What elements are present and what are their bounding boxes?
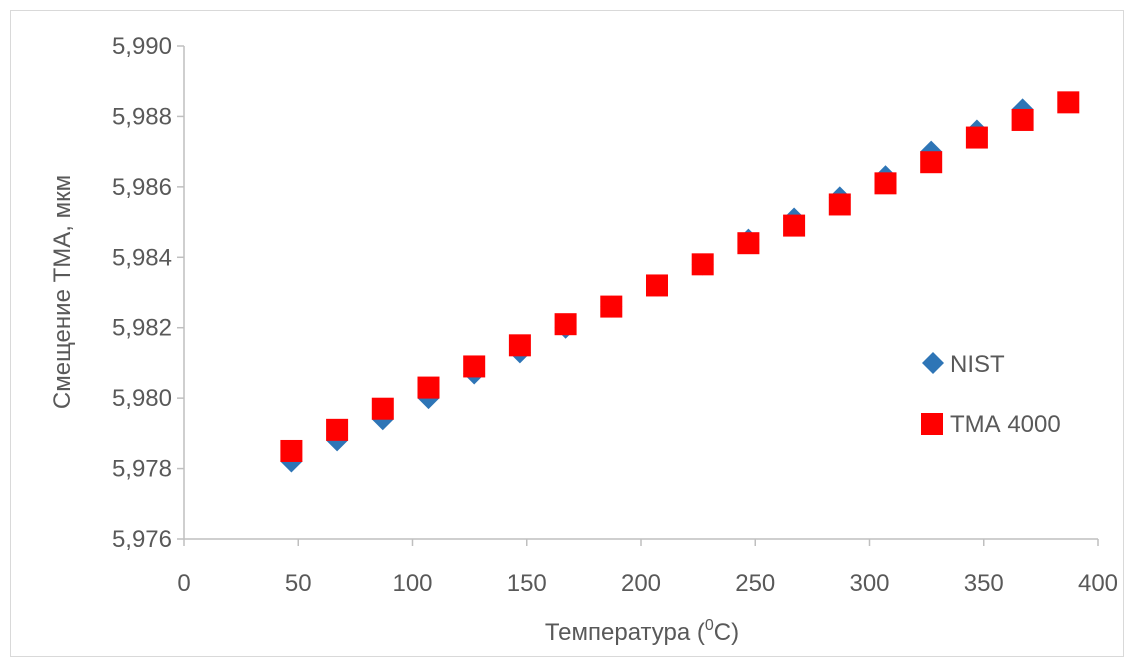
x-tick-label: 200 <box>621 570 661 597</box>
y-tick-label: 5,990 <box>112 33 172 60</box>
tma-4000-point <box>1057 91 1080 114</box>
y-tick-labels: 5,976 5,978 5,980 5,982 5,984 5,986 5,988 5,990 <box>112 33 172 553</box>
x-tick-label: 100 <box>392 570 432 597</box>
y-tick-label: 5,980 <box>112 385 172 412</box>
legend-label-tma-4000: ТМА 4000 <box>950 411 1061 438</box>
legend-item-tma: ТМА 4000 <box>921 411 1061 438</box>
legend-label-nist: NIST <box>950 351 1005 378</box>
tma-4000-point <box>737 232 760 255</box>
x-tick-label: 150 <box>507 570 547 597</box>
tma-4000-point <box>645 274 668 297</box>
y-tick-label: 5,988 <box>112 103 172 130</box>
series-layer <box>280 91 1080 473</box>
x-tick-label: 300 <box>849 570 889 597</box>
tma-4000-point <box>965 126 988 149</box>
legend-marker-diamond <box>922 352 944 374</box>
tma-4000-point <box>508 334 531 357</box>
x-tick-label: 350 <box>964 570 1004 597</box>
tma-4000-point <box>783 214 806 237</box>
x-axis-title-superscript: 0 <box>705 617 714 634</box>
x-axis-title-tail: C) <box>714 619 739 646</box>
tma-4000-point <box>326 418 349 441</box>
x-tick-label: 0 <box>177 570 190 597</box>
legend-item-nist: NIST <box>922 351 1005 378</box>
tma-4000-point <box>554 313 577 336</box>
x-tick-label: 250 <box>735 570 775 597</box>
x-tick-label: 400 <box>1078 570 1118 597</box>
tma-4000-point <box>828 193 851 216</box>
y-tick-label: 5,986 <box>112 174 172 201</box>
chart-frame <box>10 10 1124 657</box>
legend-marker-square <box>921 413 943 435</box>
y-tick-label: 5,978 <box>112 456 172 483</box>
tma-4000-point <box>1011 108 1034 131</box>
tma-4000-point <box>600 295 623 318</box>
tma-4000-point <box>920 151 943 174</box>
tma-4000-point <box>371 397 394 420</box>
x-tick-labels: 0 50 100 150 200 250 300 350 400 <box>177 570 1118 597</box>
series-tma-4000 <box>280 91 1080 462</box>
legend: NIST ТМА 4000 <box>921 351 1061 438</box>
tma-4000-point <box>691 253 714 276</box>
y-tick-label: 5,976 <box>112 526 172 553</box>
x-tick-label: 50 <box>285 570 312 597</box>
tma-4000-point <box>874 172 897 195</box>
tma-4000-point <box>463 355 486 378</box>
tma-4000-point <box>280 439 303 462</box>
tma-4000-point <box>417 376 440 399</box>
axes <box>177 45 1099 546</box>
y-axis-title: Смещение ТМА, мкм <box>49 175 76 409</box>
y-tick-label: 5,982 <box>112 315 172 342</box>
x-axis-title-main: Температура ( <box>545 619 705 646</box>
x-axis-title: Температура (0C) <box>545 617 739 646</box>
y-tick-label: 5,984 <box>112 244 172 271</box>
